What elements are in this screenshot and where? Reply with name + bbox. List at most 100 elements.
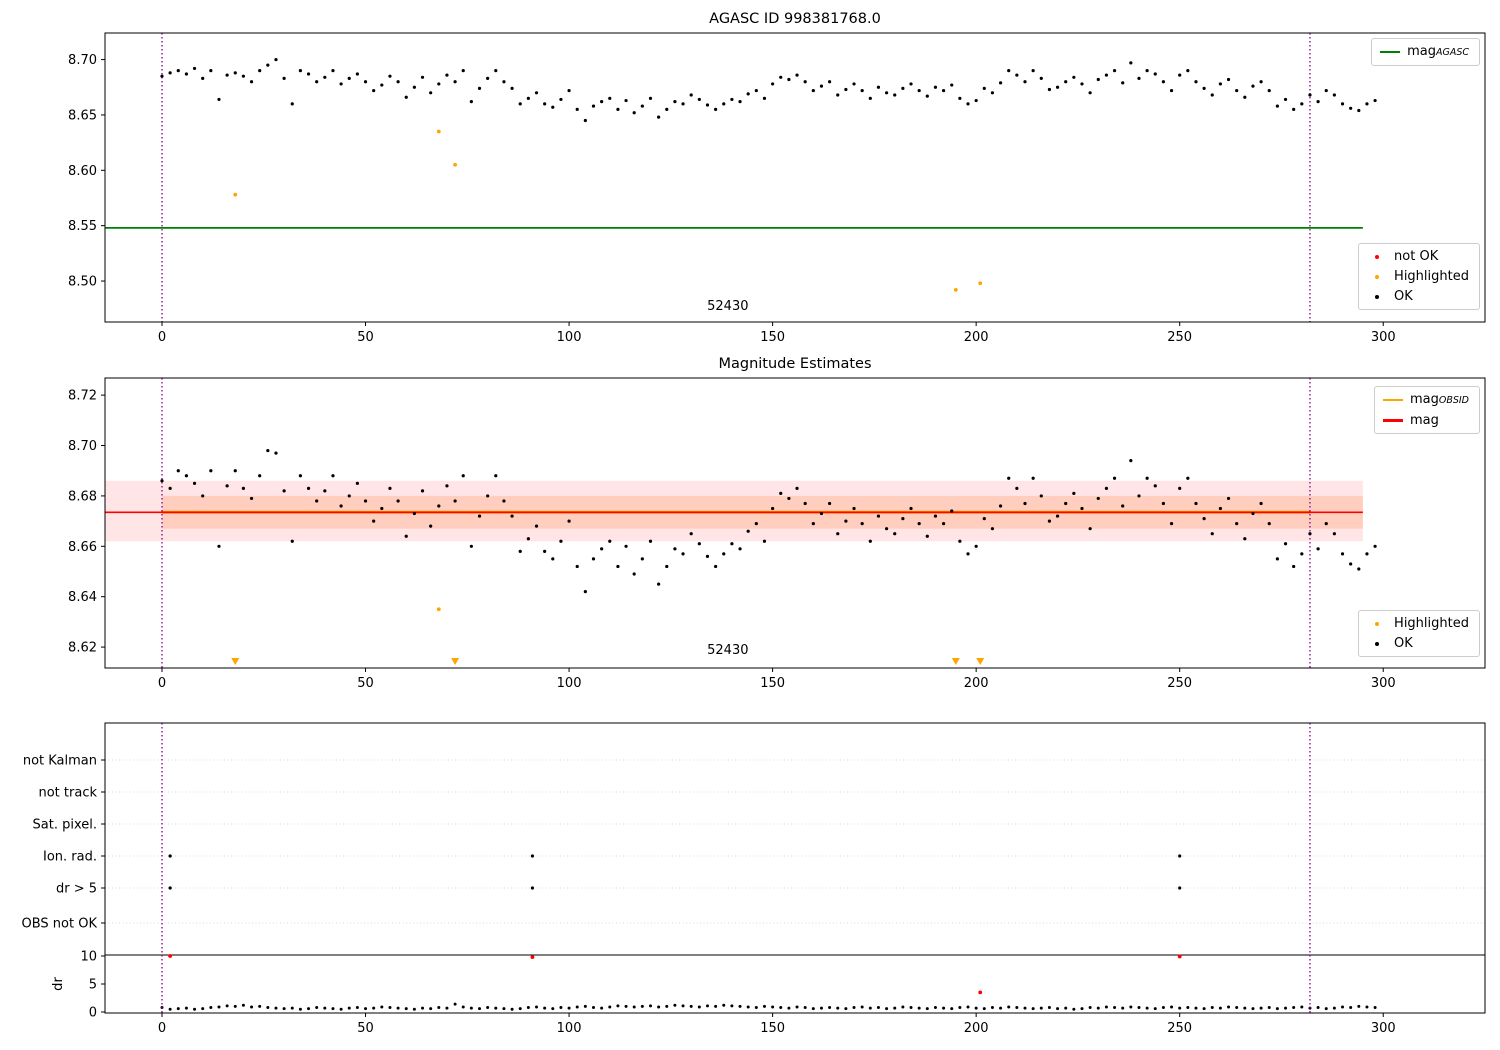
ok-point xyxy=(510,86,514,90)
ok-point xyxy=(1178,73,1182,77)
dr-point xyxy=(1015,1006,1019,1010)
legend-label-subscript: OBSID xyxy=(1438,395,1469,406)
dr-not-ok-point xyxy=(168,954,173,958)
dr-point xyxy=(852,1006,856,1010)
flag-row-label: OBS not OK xyxy=(22,917,98,932)
ok-point xyxy=(355,481,359,485)
ok-point xyxy=(258,69,262,73)
dr-point xyxy=(999,1006,1003,1010)
ok-point xyxy=(600,100,604,104)
dr-point xyxy=(901,1005,905,1009)
dr-point xyxy=(575,1005,579,1009)
dr-point xyxy=(404,1007,408,1011)
clipped-low-marker xyxy=(951,658,960,665)
ok-point xyxy=(437,504,441,508)
dr-point xyxy=(1039,1006,1043,1010)
ok-point xyxy=(1129,459,1133,463)
ok-point xyxy=(1283,97,1288,102)
dr-point xyxy=(372,1006,376,1010)
ok-point xyxy=(412,511,416,516)
dr-point xyxy=(990,1006,994,1010)
ok-point xyxy=(1031,69,1035,73)
legend-dot-marker xyxy=(1375,294,1380,299)
ok-point xyxy=(339,82,343,86)
ok-point xyxy=(1324,88,1328,93)
clipped-low-marker xyxy=(976,658,985,665)
dr-point xyxy=(274,1006,278,1010)
legend-label: magAGASC xyxy=(1407,44,1469,59)
clipped-low-marker xyxy=(451,658,460,665)
legend-entry: magAGASC xyxy=(1380,44,1469,60)
ok-point xyxy=(192,481,197,485)
dr-point xyxy=(559,1006,563,1010)
flag-point xyxy=(530,886,535,890)
ok-point xyxy=(298,69,302,73)
dr-point xyxy=(307,1007,311,1011)
dr-point xyxy=(982,1007,986,1011)
ok-point xyxy=(380,83,384,87)
dr-point xyxy=(176,1007,180,1011)
ok-point xyxy=(591,104,596,108)
ok-point xyxy=(429,524,433,528)
ok-point xyxy=(762,96,767,100)
ok-point xyxy=(192,66,197,71)
ok-point xyxy=(974,544,978,548)
ok-point xyxy=(1226,77,1231,82)
dr-point xyxy=(925,1007,929,1011)
ok-point xyxy=(315,80,319,84)
dr-point xyxy=(494,1006,498,1010)
dr-point xyxy=(1251,1007,1255,1011)
ok-point xyxy=(1316,547,1320,551)
ok-point xyxy=(1340,552,1345,556)
dr-point xyxy=(762,1004,766,1008)
ok-point xyxy=(819,511,824,516)
dr-point xyxy=(974,1006,978,1010)
ok-point xyxy=(1275,104,1279,108)
axes-frame xyxy=(104,377,1486,669)
dr-point xyxy=(331,1007,335,1011)
axes-frame xyxy=(104,32,1486,323)
legend-dot-marker xyxy=(1375,641,1380,646)
dr-point xyxy=(1357,1004,1361,1008)
ok-point xyxy=(225,73,229,77)
ok-point xyxy=(754,88,758,93)
dr-point xyxy=(1088,1006,1092,1010)
ok-point xyxy=(705,103,710,107)
y-tick-label: 8.65 xyxy=(68,108,97,123)
y-tick-label: 8.70 xyxy=(68,439,97,454)
ok-point xyxy=(624,98,628,103)
dr-point xyxy=(779,1006,783,1010)
ok-point xyxy=(933,85,938,89)
dr-point xyxy=(1056,1007,1060,1011)
dr-point xyxy=(876,1006,880,1010)
ok-point xyxy=(420,489,425,493)
x-tick-label: 200 xyxy=(964,330,989,345)
flag-row-label: dr > 5 xyxy=(56,882,97,897)
dr-point xyxy=(1113,1006,1117,1010)
ok-point xyxy=(990,91,995,95)
ok-point xyxy=(1169,88,1174,93)
ok-point xyxy=(1112,476,1117,480)
ok-point xyxy=(1088,527,1092,531)
dr-point xyxy=(388,1006,392,1010)
ok-point xyxy=(1161,501,1166,506)
ok-point xyxy=(738,547,742,551)
legend-label: not OK xyxy=(1394,249,1439,264)
dr-point xyxy=(836,1006,840,1010)
dr-point xyxy=(1341,1005,1345,1009)
dr-point xyxy=(966,1005,970,1009)
ok-point xyxy=(1259,80,1263,84)
ok-point xyxy=(722,102,726,106)
dr-point xyxy=(1259,1006,1263,1010)
y-tick-label: 8.64 xyxy=(68,590,97,605)
ok-point xyxy=(836,93,840,97)
ok-point xyxy=(1332,93,1336,97)
ok-point xyxy=(909,82,913,86)
ok-point xyxy=(331,69,335,73)
ok-point xyxy=(583,590,587,594)
ok-point xyxy=(355,72,359,76)
ok-point xyxy=(1145,69,1149,73)
ok-point xyxy=(176,69,180,73)
y-tick-label: 8.50 xyxy=(68,275,97,290)
ok-point xyxy=(1039,76,1043,80)
